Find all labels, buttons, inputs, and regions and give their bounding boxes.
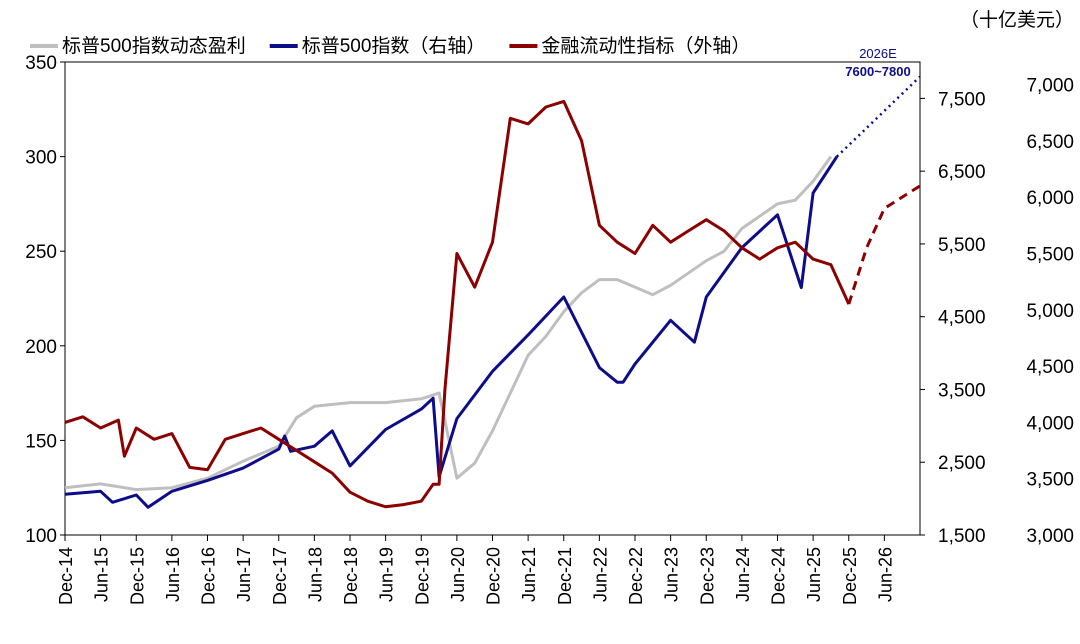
left-axis-tick-label: 100 [25,526,57,547]
annotation-value: 7600~7800 [845,64,910,79]
outer-axis-tick-label: 5,000 [1026,301,1074,322]
outer-axis-tick-label: 6,000 [1026,188,1074,209]
right-axis-tick-label: 4,500 [938,308,986,329]
x-axis-tick-label: Dec-23 [697,547,717,605]
left-axis-tick-label: 250 [25,242,57,263]
x-axis-tick-label: Dec-19 [412,547,432,605]
x-axis-tick-label: Jun-19 [377,547,397,602]
x-axis-tick-label: Dec-14 [56,547,76,605]
outer-axis-tick-label: 3,000 [1026,526,1074,547]
x-axis-tick-label: Dec-21 [555,547,575,605]
x-axis-tick-label: Dec-22 [626,547,646,605]
x-axis-tick-label: Jun-26 [875,547,895,602]
right-axis-tick-label: 3,500 [938,380,986,401]
outer-axis-tick-label: 3,500 [1026,470,1074,491]
x-axis-tick-label: Jun-25 [804,547,824,602]
legend-label: 金融流动性指标（外轴） [541,35,750,57]
outer-axis-tick-label: 6,500 [1026,132,1074,153]
x-axis-tick-label: Dec-17 [270,547,290,605]
right-axis-tick-label: 7,500 [938,89,986,110]
series-line [64,99,851,509]
right-axis-tick-label: 6,500 [938,162,986,183]
outer-axis-tick-label: 4,000 [1026,413,1074,434]
x-axis-tick-label: Dec-20 [484,547,504,605]
x-axis-tick-label: Jun-15 [92,547,112,602]
left-axis-tick-label: 300 [25,148,57,169]
legend-label: 标普500指数（右轴） [302,35,486,57]
x-axis-tick-label: Jun-24 [733,547,753,602]
left-axis-tick-label: 350 [25,53,57,74]
outer-axis-tick-label: 5,500 [1026,244,1074,265]
right-axis-tick-label: 2,500 [938,453,986,474]
series-line [64,155,833,492]
x-axis-tick-label: Dec-24 [769,547,789,605]
x-axis-tick-label: Jun-20 [448,547,468,602]
legend: 标普500指数动态盈利 标普500指数（右轴） 金融流动性指标（外轴） [30,35,750,57]
x-axis-tick-label: Dec-16 [199,547,219,605]
series-line [836,75,921,158]
x-axis-tick-label: Dec-25 [840,547,860,605]
x-axis-tick-label: Jun-22 [590,547,610,602]
right-axis-tick-label: 5,500 [938,235,986,256]
axes: 100 150 200 250 300 350 1,500 2,500 3,500 4,500 5,… [25,9,1074,605]
legend-label: 标普500指数动态盈利 [62,35,246,57]
x-axis-tick-label: Jun-23 [662,547,682,602]
annotation: 2026E 7600~7800 [845,46,910,79]
outer-axis-tick-label: 4,500 [1026,357,1074,378]
x-axis-tick-label: Jun-18 [305,547,325,602]
x-axis-tick-label: Jun-21 [519,547,539,602]
x-axis-tick-label: Jun-16 [163,547,183,602]
x-axis-tick-label: Dec-15 [127,547,147,605]
series-line [64,155,839,509]
x-axis-tick-label: Dec-18 [341,547,361,605]
annotation-title: 2026E [859,46,897,61]
series [64,75,921,509]
outer-axis-tick-label: 7,000 [1026,76,1074,97]
plot-frame [64,61,921,536]
left-axis-tick-label: 200 [25,337,57,358]
unit-label: （十亿美元） [960,9,1074,31]
series-line [847,184,921,305]
right-axis-tick-label: 1,500 [938,526,986,547]
left-axis-tick-label: 150 [25,431,57,452]
x-axis-tick-label: Jun-17 [234,547,254,602]
